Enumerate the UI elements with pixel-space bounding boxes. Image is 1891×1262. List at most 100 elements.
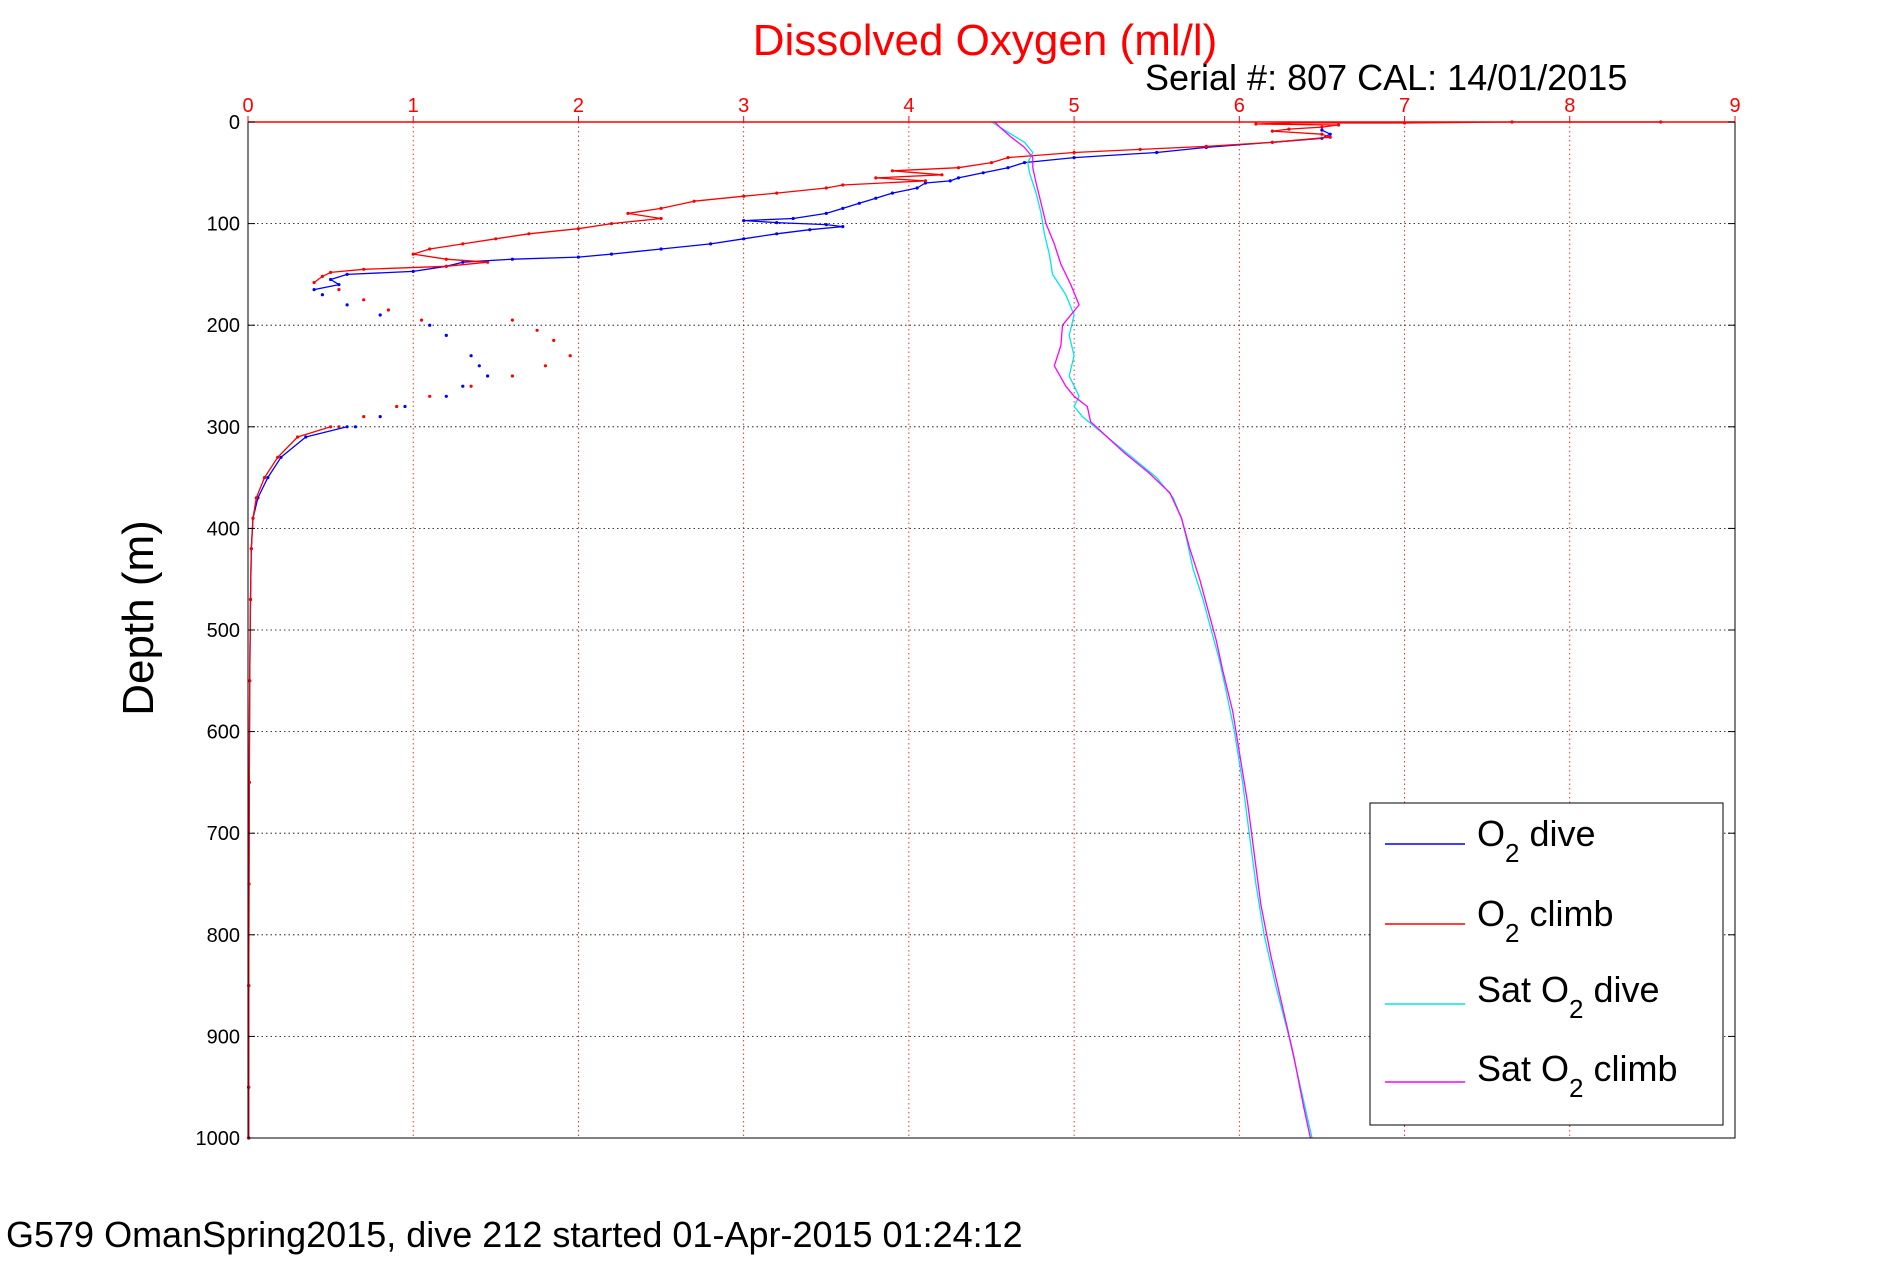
- data-point: [923, 179, 928, 183]
- data-point: [915, 186, 919, 190]
- data-point: [345, 272, 349, 276]
- data-point: [841, 225, 845, 229]
- data-point: [527, 232, 531, 236]
- data-point: [1155, 150, 1159, 155]
- data-point: [742, 219, 746, 223]
- data-point: [948, 179, 952, 183]
- data-point: [890, 191, 895, 195]
- data-point: [444, 394, 448, 398]
- data-point: [659, 206, 663, 210]
- data-point: [857, 201, 861, 205]
- data-point: [742, 194, 746, 198]
- x-tick-label: 0: [242, 95, 253, 117]
- data-point: [469, 384, 473, 388]
- series-layer: [247, 120, 1663, 1140]
- data-point: [981, 171, 985, 175]
- data-point: [469, 354, 473, 358]
- data-point: [378, 415, 382, 419]
- data-point: [254, 496, 258, 500]
- y-tick-label: 900: [207, 1026, 240, 1048]
- chart-title: Dissolved Oxygen (ml/l): [753, 16, 1218, 65]
- data-point: [444, 333, 448, 337]
- data-point: [709, 242, 713, 246]
- y-tick-label: 300: [207, 417, 240, 439]
- series-line: [248, 426, 331, 1138]
- data-point: [543, 364, 548, 368]
- series-line: [994, 121, 1312, 1139]
- data-point: [1320, 132, 1324, 136]
- legend-label-sat-dive: Sat O2 dive: [1477, 969, 1660, 1024]
- data-point: [329, 277, 333, 282]
- data-point: [477, 364, 481, 368]
- data-point: [1328, 132, 1332, 136]
- data-point: [808, 228, 812, 232]
- data-point: [444, 257, 448, 261]
- data-point: [609, 222, 614, 226]
- series-o2-dive: [312, 128, 1332, 292]
- series-o2-climb-deep: [247, 425, 333, 1140]
- data-point: [251, 516, 255, 520]
- data-point: [249, 547, 253, 551]
- data-point: [395, 404, 399, 409]
- data-point: [345, 425, 349, 429]
- data-point: [824, 211, 828, 215]
- data-point: [775, 191, 779, 195]
- data-point: [248, 597, 253, 602]
- data-point: [320, 293, 324, 297]
- data-point: [428, 394, 432, 398]
- y-tick-label: 200: [207, 315, 240, 337]
- data-point: [659, 247, 663, 251]
- legend: O2 dive O2 climb Sat O2 dive Sat O2 clim…: [1369, 802, 1724, 1126]
- x-tick-label: 4: [903, 95, 914, 117]
- data-point: [841, 183, 845, 187]
- x-tick-label: 1: [408, 95, 419, 117]
- series-o2-climb: [312, 120, 1663, 285]
- data-point: [576, 227, 581, 231]
- data-point: [874, 176, 878, 180]
- data-point: [1006, 166, 1010, 170]
- data-point: [276, 455, 280, 459]
- data-point: [345, 303, 349, 307]
- data-point: [266, 476, 270, 480]
- x-tick-label: 7: [1399, 95, 1410, 117]
- x-tick-label: 8: [1564, 95, 1575, 117]
- data-point: [841, 206, 845, 210]
- data-point: [461, 242, 465, 246]
- data-point: [692, 199, 696, 203]
- data-point: [1072, 150, 1076, 155]
- data-point: [386, 308, 390, 312]
- data-point: [510, 318, 514, 322]
- series-line: [313, 129, 1331, 291]
- data-point: [874, 196, 878, 200]
- y-tick-label: 800: [207, 925, 240, 947]
- data-point: [1336, 123, 1341, 127]
- series-line: [248, 426, 348, 1138]
- data-point: [552, 338, 556, 342]
- y-axis-label: Depth (m): [114, 520, 163, 716]
- data-point: [329, 425, 333, 429]
- y-tick-label: 600: [207, 722, 240, 744]
- y-tick-label: 400: [207, 518, 240, 540]
- data-point: [1006, 156, 1010, 160]
- y-tick-label: 700: [207, 823, 240, 845]
- series-sat-climb: [994, 121, 1312, 1139]
- series-line: [313, 121, 1661, 284]
- data-point: [1270, 129, 1274, 133]
- data-point: [248, 679, 252, 683]
- data-point: [428, 323, 432, 327]
- data-point: [378, 313, 382, 317]
- data-point: [486, 374, 490, 378]
- data-point: [956, 166, 961, 170]
- data-point: [1328, 135, 1332, 139]
- data-point: [824, 186, 828, 190]
- x-tick-label: 5: [1069, 95, 1080, 117]
- data-point: [411, 252, 415, 256]
- data-point: [362, 267, 366, 271]
- data-point: [279, 455, 283, 459]
- data-point: [419, 318, 424, 322]
- data-point: [1320, 128, 1324, 132]
- data-point: [824, 223, 828, 227]
- data-point: [940, 173, 944, 177]
- data-point: [320, 274, 324, 278]
